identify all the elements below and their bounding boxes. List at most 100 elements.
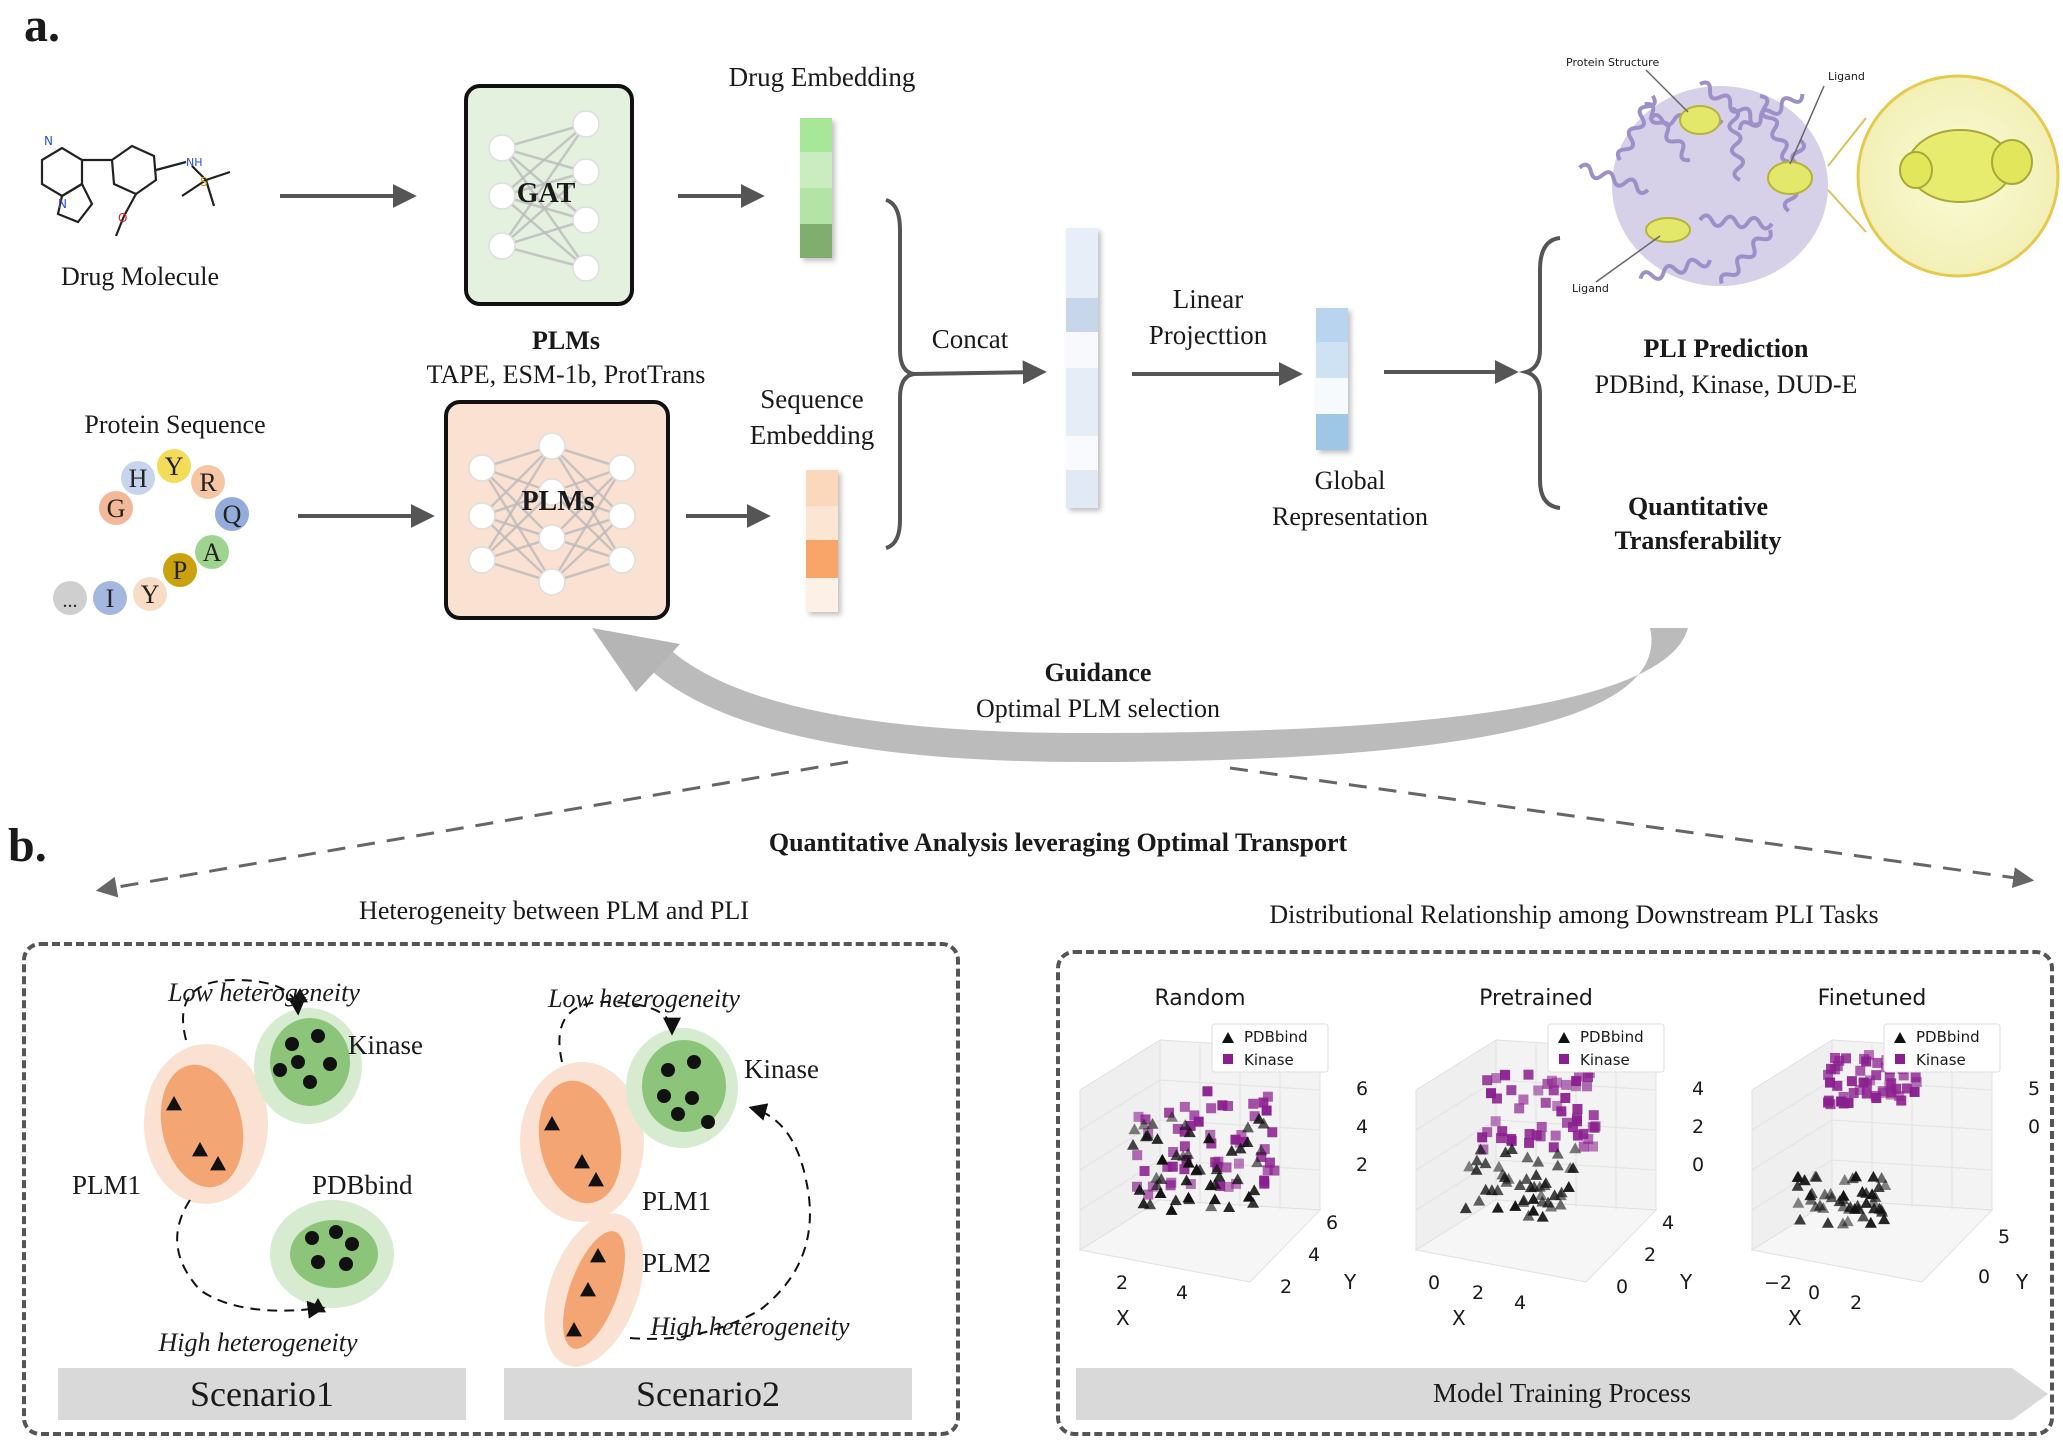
kinase-point <box>1217 1100 1228 1111</box>
pdbbind-point <box>1813 1199 1826 1211</box>
kinase-point <box>1262 1165 1273 1176</box>
kinase-point <box>1567 1122 1578 1133</box>
plot-legend <box>1883 1023 2001 1073</box>
plms-network-icon <box>468 432 636 596</box>
kinase-point <box>1823 1097 1834 1108</box>
kinase-point <box>1523 1069 1534 1080</box>
concat-embedding-bar <box>1066 228 1098 508</box>
pdbbind-point <box>1492 1160 1505 1172</box>
y-tick-label: 2 <box>1644 1244 1657 1266</box>
pdbbind-point <box>1878 1213 1891 1225</box>
plot-floor <box>1078 1199 1322 1283</box>
pdbbind-point <box>1459 1202 1472 1214</box>
left-heading: Heterogeneity between PLM and PLI <box>359 896 749 925</box>
pdbbind-point <box>1867 1170 1880 1182</box>
kinase-point <box>1841 1053 1852 1064</box>
scenario1-kinase-label: Kinase <box>348 1030 423 1060</box>
kinase-point <box>1838 1091 1849 1102</box>
pdbbind-point <box>1532 1155 1545 1167</box>
kinase-point <box>1261 1105 1272 1116</box>
pdbbind-point <box>1255 1144 1268 1156</box>
kinase-point <box>1132 1181 1143 1192</box>
amino-acid-bead <box>133 577 167 611</box>
plot-floor <box>1750 1199 1994 1283</box>
kinase-point <box>1855 1065 1866 1076</box>
pdbbind-point <box>1520 1173 1533 1184</box>
kinase-point <box>1823 1069 1834 1080</box>
kinase-point <box>1506 1135 1517 1146</box>
legend-kinase-marker <box>1895 1054 1905 1064</box>
plot-floor <box>1414 1199 1658 1283</box>
kinase-point <box>1578 1141 1589 1152</box>
pdbbind-point <box>1139 1130 1152 1142</box>
guidance-title: Guidance <box>1044 658 1152 687</box>
x-tick-label: 2 <box>1850 1292 1863 1314</box>
pdbbind-point <box>1794 1213 1807 1225</box>
network-node <box>572 254 600 282</box>
plot-title: Pretrained <box>1479 986 1593 1011</box>
legend-pdbbind-label: PDBbind <box>1244 1028 1308 1046</box>
legend-kinase-label: Kinase <box>1244 1051 1294 1069</box>
kinase-point <box>1582 1081 1593 1092</box>
pdbbind-point <box>1463 1160 1476 1172</box>
kinase-point <box>1861 1078 1872 1089</box>
plm-point <box>590 1248 606 1263</box>
kinase-point <box>1172 1123 1183 1134</box>
pdbbind-point <box>1528 1180 1541 1192</box>
plms-models: TAPE, ESM-1b, ProtTrans <box>426 360 706 389</box>
task-point <box>687 1055 701 1069</box>
scenario2-banner-text: Scenario2 <box>636 1374 780 1414</box>
pdbbind-point <box>1798 1173 1811 1185</box>
task-point <box>661 1063 675 1077</box>
kinase-point <box>1166 1177 1177 1188</box>
pdbbind-point <box>1551 1159 1564 1171</box>
pdbbind-point <box>1182 1156 1195 1168</box>
pdbbind-point <box>1539 1177 1552 1188</box>
kinase-point <box>1223 1101 1234 1112</box>
kinase-point <box>1162 1161 1173 1172</box>
kinase-point <box>1482 1127 1493 1138</box>
kinase-point <box>1846 1076 1857 1087</box>
pdbbind-point <box>1248 1184 1261 1196</box>
pdbbind-point <box>1251 1156 1264 1168</box>
plm-point <box>580 1282 596 1297</box>
kinase-point <box>1540 1097 1551 1108</box>
kinase-point <box>1871 1093 1882 1104</box>
pdbbind-point <box>1127 1138 1140 1150</box>
heterogeneity-box <box>22 942 960 1436</box>
y-axis-label: Y <box>2016 1270 2029 1294</box>
network-node <box>468 502 496 530</box>
pli-prediction-title: PLI Prediction <box>1643 334 1809 363</box>
x-tick-label: 4 <box>1176 1282 1189 1304</box>
scenario1-banner: Scenario1 <box>58 1368 466 1420</box>
pdbbind-point <box>1231 1173 1244 1185</box>
kinase-point <box>1898 1070 1909 1081</box>
kinase-point <box>1140 1114 1151 1125</box>
y-tick-label: 0 <box>1616 1276 1629 1298</box>
task-point <box>323 1057 337 1071</box>
kinase-point <box>1133 1111 1144 1122</box>
protein-structure-label: Protein Structure <box>1566 56 1660 69</box>
kinase-point <box>1233 1158 1244 1169</box>
network-node <box>538 432 566 460</box>
plm-point <box>292 988 308 1003</box>
x-axis-label: X <box>1788 1306 1802 1330</box>
kinase-point <box>1570 1081 1581 1092</box>
y-tick-label: 4 <box>1308 1244 1321 1266</box>
task-point <box>285 1037 299 1051</box>
kinase-point <box>1179 1126 1190 1137</box>
sequence-embedding-bar <box>806 470 838 612</box>
kinase-point <box>1590 1121 1601 1132</box>
atom-o: O <box>118 211 127 225</box>
pdbbind-point <box>1479 1183 1492 1195</box>
legend-kinase-label: Kinase <box>1916 1051 1966 1069</box>
pdbbind-point <box>1241 1121 1254 1133</box>
legend-kinase-label: Kinase <box>1580 1051 1630 1069</box>
global-representation-line1: Global <box>1314 466 1386 495</box>
kinase-point <box>1269 1165 1280 1176</box>
kinase-point <box>1884 1080 1895 1091</box>
pdbbind-point <box>1804 1189 1817 1201</box>
kinase-point <box>1531 1130 1542 1141</box>
kinase-point <box>1262 1091 1273 1102</box>
amino-acid-bead <box>99 491 133 525</box>
